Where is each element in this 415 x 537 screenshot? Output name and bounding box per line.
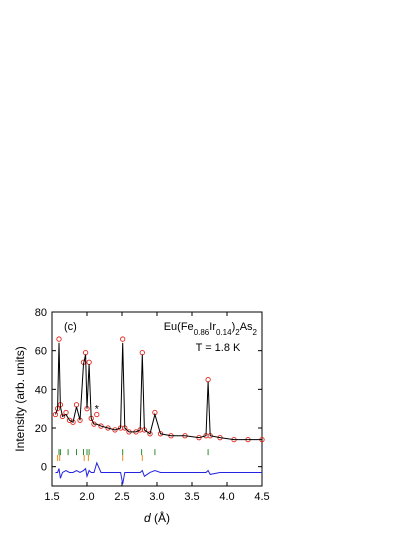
x-tick-label: 2.0 [79,491,94,503]
x-tick-label: 2.5 [114,491,129,503]
x-axis-label: d (Å) [144,510,170,525]
observed-point [73,402,80,408]
observed-point [94,411,100,418]
x-label-part: d [144,511,151,525]
observed-point [147,431,153,437]
x-tick-label: 3.0 [149,491,164,503]
y-tick-label: 40 [35,384,47,396]
observed-point [105,425,111,431]
title-part: 2 [235,328,240,337]
title-part: 2 [253,328,258,337]
observed-point [82,349,89,356]
series-line [55,342,262,441]
observed-point [52,411,59,418]
y-axis-label: Intensity (arb. units) [13,346,27,451]
title-part: 0.86 [194,328,210,337]
y-tick-label: 20 [35,423,47,435]
panel-label: (c) [64,321,77,333]
observed-point [112,427,118,433]
title-part: ) [232,321,236,333]
plot-frame [51,311,263,487]
subtitle: T = 1.8 K [196,342,241,354]
observed-point [139,349,145,356]
observed-point [98,423,104,429]
x-tick-label: 3.5 [184,491,199,503]
observed-point [120,336,126,342]
title-part: Eu(Fe [164,321,194,333]
annotation: * [95,404,100,416]
title-part: Ir [209,321,216,333]
title-part: As [240,321,253,333]
x-tick-label: 4.0 [219,491,234,503]
series-line [55,461,262,485]
x-tick-label: 1.5 [44,491,59,503]
observed-point [205,377,211,383]
x-tick-label: 4.5 [254,491,269,503]
observed-point [56,336,62,342]
chart-title: Eu(Fe0.86Ir0.14)2As2 [164,321,258,337]
observed-point [86,359,92,365]
y-tick-label: 0 [41,462,47,474]
y-tick-label: 80 [35,307,47,319]
y-tick-label: 60 [35,346,47,358]
x-label-part: (Å) [151,510,170,525]
title-part: 0.14 [216,328,232,337]
